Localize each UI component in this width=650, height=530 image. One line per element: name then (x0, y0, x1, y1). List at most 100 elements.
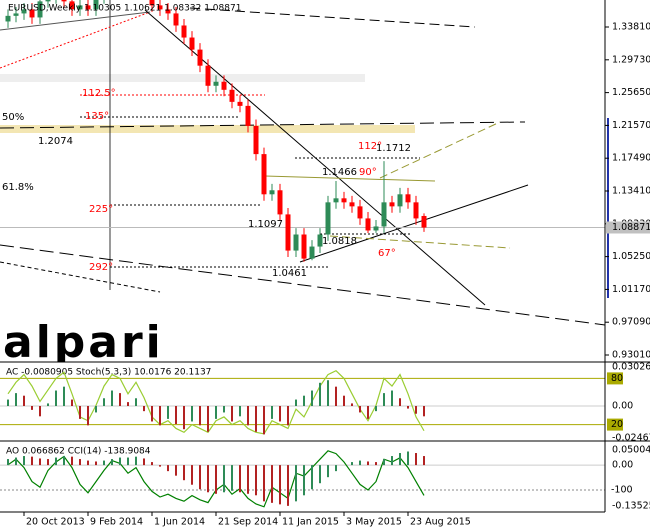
angle-label: 112.5° (82, 88, 116, 99)
price-label: 1.1466 (322, 167, 357, 178)
x-tick-label: 1 Jun 2014 (154, 517, 205, 528)
y-tick-label: 80 (611, 373, 623, 384)
y2-tick-label: 0.00 (612, 460, 633, 471)
candle-body (237, 101, 243, 106)
candle-body (357, 206, 363, 219)
candle-body (29, 9, 35, 18)
level-box (607, 372, 623, 385)
header: EURUSD,Weekly 1.10305 1.10621 1.08332 1.… (8, 4, 241, 14)
candle-body (45, 0, 51, 2)
olive-line (379, 121, 501, 179)
candle-body (21, 9, 27, 14)
candle-body (277, 190, 283, 215)
indicator-line (7, 369, 425, 435)
annotations: 112.5° 135° 225° 292° 112° 90° 67° 50% 6… (2, 4, 411, 280)
price-label: 1.0461 (272, 268, 307, 279)
candle-body (421, 215, 427, 228)
x-tick-label: 23 Aug 2015 (410, 517, 471, 528)
y-tick-label: 0.97090 (612, 317, 650, 328)
price-label: 1.0818 (322, 236, 357, 247)
candle-body (381, 202, 387, 227)
candle-body (189, 37, 195, 50)
candle-body (373, 226, 379, 231)
zone (0, 125, 415, 133)
dashed-line (0, 121, 526, 129)
dashed-line (189, 7, 476, 28)
candle-body (397, 194, 403, 207)
x-tick-label: 3 May 2015 (346, 517, 402, 528)
candle-body (317, 234, 323, 247)
candle-body (165, 9, 171, 14)
candle-body (365, 218, 371, 231)
dashed-line (0, 261, 161, 293)
fib-label: 61.8% (2, 182, 34, 193)
zone (0, 74, 365, 82)
candle-body (221, 81, 227, 90)
y-tick-label: 1.05250 (612, 251, 650, 262)
candle-body (405, 194, 411, 203)
scale-marker (607, 118, 609, 298)
candle-body (341, 198, 347, 203)
y-tick-label: 1.33810 (612, 22, 650, 33)
x-tick-label: 20 Oct 2013 (26, 517, 85, 528)
candle-body (197, 49, 203, 66)
candle-body (269, 190, 275, 195)
candle-body (157, 5, 163, 10)
candle-body (61, 0, 67, 2)
y-tick-label: 1.01170 (612, 284, 650, 295)
dashed-line (0, 244, 605, 326)
candle-body (213, 81, 219, 86)
candle-body (173, 13, 179, 26)
y2-tick-label: 0.050045 (612, 444, 650, 455)
candle-body (37, 1, 43, 18)
candle-body (85, 5, 91, 10)
price-label: 1.1712 (376, 143, 411, 154)
candle-body (333, 198, 339, 203)
angle-label: 135° (85, 111, 109, 122)
y2-tick-label: 0.00 (612, 400, 633, 411)
angle-label: 112° (358, 141, 382, 152)
candle-body (69, 1, 75, 10)
candle-body (413, 202, 419, 219)
olive-line (329, 235, 511, 249)
candle-body (181, 25, 187, 38)
y-tick-label: -100 (611, 485, 633, 496)
price-box (606, 221, 650, 234)
indicator-panel: AC -0.0080905 Stoch(5,3,3) 10.0176 20.11… (0, 368, 605, 435)
fib-label: 50% (2, 112, 24, 123)
candle-body (93, 0, 99, 10)
candle-body (293, 234, 299, 251)
level-box (607, 418, 623, 431)
x-tick-label: 9 Feb 2014 (90, 517, 143, 528)
indicator-title: AC -0.0080905 Stoch(5,3,3) 10.0176 20.11… (6, 368, 211, 378)
olive-line (264, 175, 436, 182)
candle-body (5, 15, 11, 22)
indicator-title: AO 0.066862 CCI(14) -138.9084 (6, 447, 151, 457)
angle-label: 67° (378, 248, 396, 259)
y-tick-label: 20 (611, 419, 623, 430)
candle-body (309, 246, 315, 259)
candle-body (261, 154, 267, 195)
price-label: 1.2074 (38, 136, 73, 147)
candle-body (77, 5, 83, 10)
x-tick-label: 11 Jan 2015 (282, 517, 339, 528)
candle-body (325, 202, 331, 235)
angle-label: 292° (89, 262, 113, 273)
candle-body (389, 202, 395, 207)
y-tick-label: 1.29730 (612, 54, 650, 65)
trend-line (0, 11, 151, 31)
y2-tick-label: -0.135252 (612, 500, 650, 511)
x-tick-label: 21 Sep 2014 (218, 517, 278, 528)
angle-label: 90° (359, 167, 377, 178)
y-tick-label: 1.25650 (612, 87, 650, 98)
y-tick-label: 1.13410 (612, 186, 650, 197)
candle-body (229, 89, 235, 102)
price-panel (0, 0, 605, 262)
candle-body (13, 13, 19, 16)
red-line (0, 11, 151, 69)
y-tick-label: 1.21570 (612, 120, 650, 131)
y2-tick-label: -0.024678 (612, 432, 650, 443)
